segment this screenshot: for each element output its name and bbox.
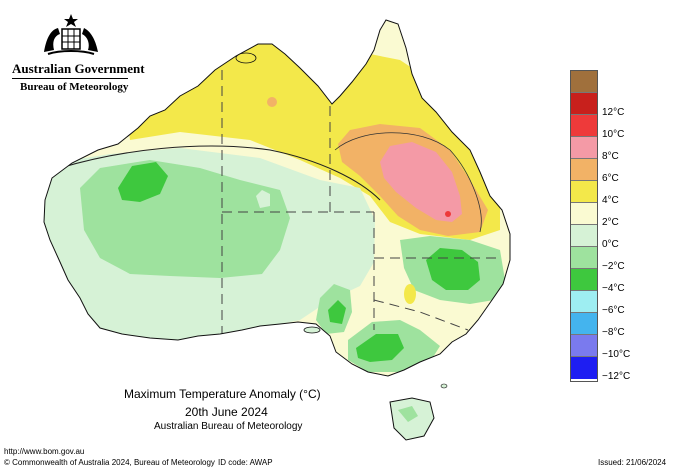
legend-swatch bbox=[571, 115, 597, 137]
legend-swatch bbox=[571, 335, 597, 357]
legend-swatch bbox=[571, 203, 597, 225]
legend-label: 10°C bbox=[602, 129, 625, 140]
issued-date: Issued: 21/06/2024 bbox=[598, 458, 667, 467]
legend-label: −8°C bbox=[602, 327, 625, 338]
legend-label: 8°C bbox=[602, 151, 619, 162]
legend-swatch bbox=[571, 247, 597, 269]
legend-label: 6°C bbox=[602, 173, 619, 184]
legend-swatch bbox=[571, 159, 597, 181]
legend-swatch bbox=[571, 225, 597, 247]
legend-swatch bbox=[571, 71, 597, 93]
header-divider bbox=[12, 78, 128, 79]
government-name: Australian Government bbox=[12, 61, 145, 76]
legend-label: 2°C bbox=[602, 217, 619, 228]
bom-url-link[interactable]: http://www.bom.gov.au bbox=[4, 447, 85, 456]
legend-swatch bbox=[571, 137, 597, 159]
legend-label: 4°C bbox=[602, 195, 619, 206]
legend-swatch bbox=[571, 93, 597, 115]
id-code: ID code: AWAP bbox=[218, 458, 273, 467]
legend-label: −2°C bbox=[602, 261, 625, 272]
legend-label: 12°C bbox=[602, 107, 625, 118]
legend-label: −10°C bbox=[602, 349, 631, 360]
legend-label: −4°C bbox=[602, 283, 625, 294]
legend-swatch bbox=[571, 313, 597, 335]
coat-of-arms-logo bbox=[44, 14, 98, 55]
copyright-notice: © Commonwealth of Australia 2024, Bureau… bbox=[4, 458, 215, 467]
map-title: Maximum Temperature Anomaly (°C) bbox=[124, 387, 321, 401]
legend-label: −12°C bbox=[602, 371, 631, 382]
map-date: 20th June 2024 bbox=[185, 405, 268, 419]
legend-swatch bbox=[571, 181, 597, 203]
agency-name: Bureau of Meteorology bbox=[20, 81, 129, 93]
legend-swatch bbox=[571, 291, 597, 313]
color-scale-legend bbox=[570, 70, 598, 382]
map-source: Australian Bureau of Meteorology bbox=[154, 421, 303, 432]
legend-label: 0°C bbox=[602, 239, 619, 250]
australia-anomaly-map bbox=[43, 19, 511, 441]
legend-swatch bbox=[571, 357, 597, 379]
legend-swatch bbox=[571, 269, 597, 291]
legend-label: −6°C bbox=[602, 305, 625, 316]
